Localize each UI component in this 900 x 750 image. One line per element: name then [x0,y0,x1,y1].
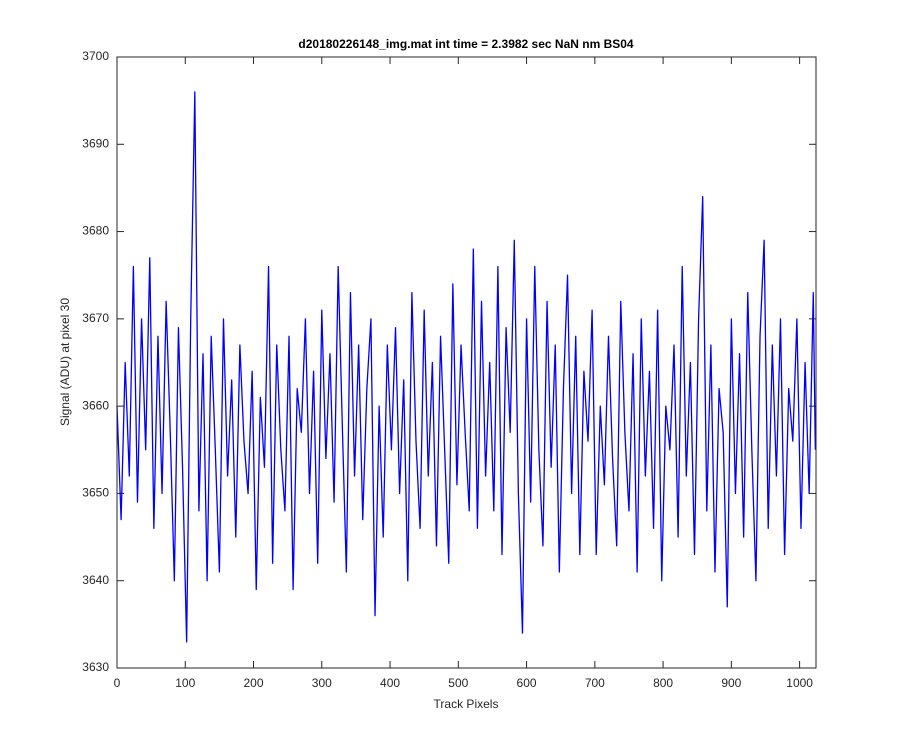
x-tick-label: 300 [312,676,332,690]
y-tick-label: 3640 [82,573,109,587]
plot-frame [116,56,817,669]
y-tick-label: 3650 [82,486,109,500]
x-tick-label: 100 [175,676,195,690]
x-tick-label: 400 [380,676,400,690]
y-tick-label: 3630 [82,660,109,674]
y-tick-label: 3690 [82,136,109,150]
x-tick-label: 1000 [786,676,813,690]
y-tick-label: 3670 [82,311,109,325]
x-tick-label: 800 [653,676,673,690]
data-line [116,91,816,643]
y-tick-label: 3660 [82,398,109,412]
y-tick-label: 3700 [82,49,109,63]
x-tick-label: 900 [721,676,741,690]
x-tick-label: 0 [114,676,121,690]
chart-title: d20180226148_img.mat int time = 2.3982 s… [298,37,634,51]
x-tick-label: 200 [244,676,264,690]
y-axis-label: Signal (ADU) at pixel 30 [58,298,72,426]
x-tick-label: 500 [448,676,468,690]
x-tick-label: 600 [517,676,537,690]
x-axis-label: Track Pixels [434,697,499,711]
y-tick-label: 3680 [82,224,109,238]
x-tick-label: 700 [585,676,605,690]
